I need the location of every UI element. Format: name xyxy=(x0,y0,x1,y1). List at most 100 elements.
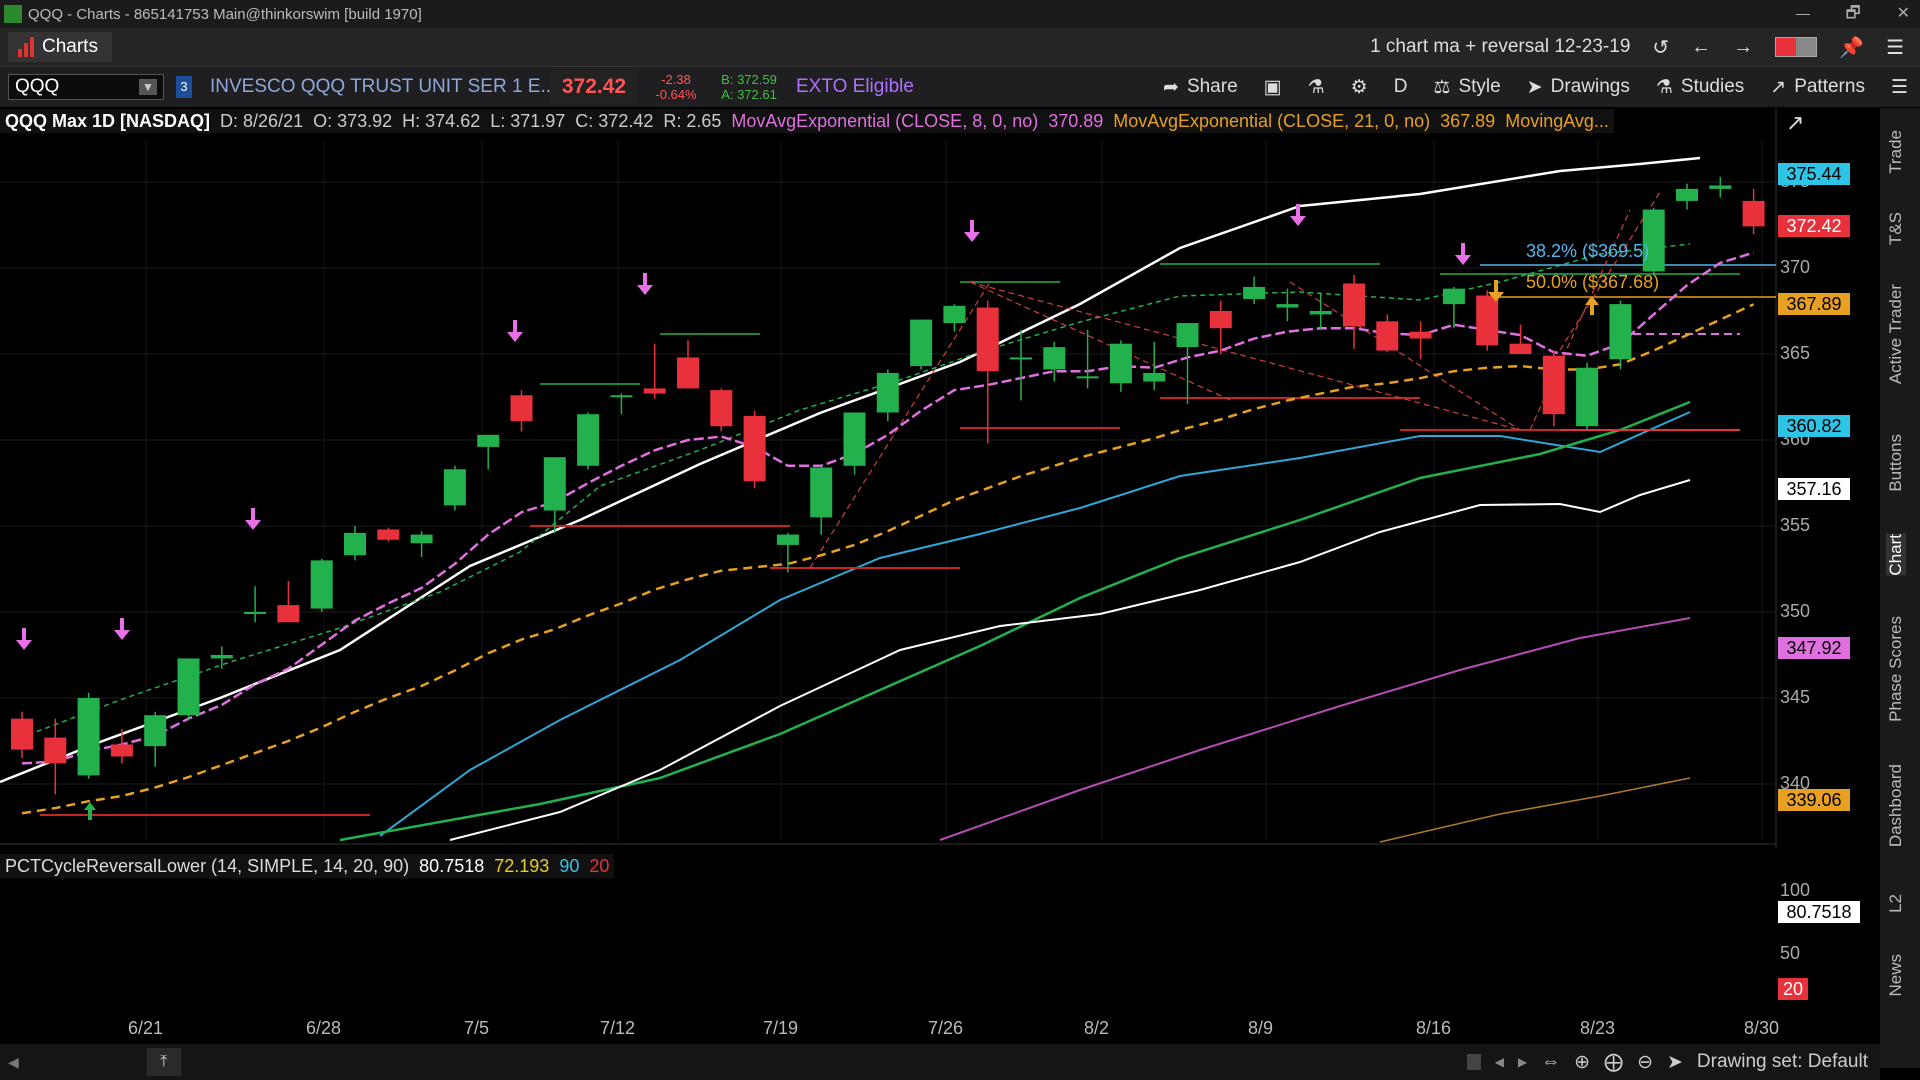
price-box: 347.92 xyxy=(1778,636,1850,659)
bar-high: H: 374.62 xyxy=(397,109,486,133)
lower-20-box: 20 xyxy=(1778,978,1808,1000)
trend-line xyxy=(969,281,1521,431)
price-tick: 370 xyxy=(1780,257,1811,277)
crosshair-icon[interactable]: ⊕ xyxy=(1574,1051,1591,1073)
candle xyxy=(976,300,999,444)
undo-icon[interactable]: ↺ xyxy=(1652,36,1670,59)
candle-body xyxy=(77,698,100,776)
candle xyxy=(1509,324,1532,354)
candle xyxy=(1143,341,1166,391)
sell-signal-arrow xyxy=(1290,204,1306,226)
fast-ma-line xyxy=(19,243,1691,739)
color-swatch-button[interactable] xyxy=(1775,37,1818,57)
pan-icon[interactable]: ⇔ xyxy=(1541,1051,1561,1072)
layout-name[interactable]: 1 chart ma + reversal 12-23-19 xyxy=(1370,36,1631,57)
fib-38-label[interactable]: 38.2% ($369.5) xyxy=(1526,241,1650,261)
scroll-left-small-icon[interactable]: ◀ xyxy=(1494,1055,1504,1069)
forward-arrow-icon[interactable]: → xyxy=(1733,35,1754,58)
candle-body xyxy=(1709,185,1732,189)
symbol-input[interactable]: QQQ ▼ xyxy=(8,74,164,100)
window-close-button[interactable]: ✕ xyxy=(1896,5,1910,22)
orange-buy-arrow xyxy=(1585,296,1599,315)
ema8-label[interactable]: MovAvgExponential (CLOSE, 8, 0, no) xyxy=(726,109,1044,133)
date-tick: 7/19 xyxy=(763,1018,799,1038)
chart-menu-icon[interactable]: ☰ xyxy=(1890,76,1908,98)
lower-last-box: 80.7518 xyxy=(1778,901,1860,923)
green-ma-line xyxy=(339,400,1691,842)
buy-signal-arrow xyxy=(84,802,96,820)
price-box: 357.16 xyxy=(1778,477,1850,500)
ma-label[interactable]: MovingAvg... xyxy=(1500,109,1614,133)
sidebar-tab-phase-scores[interactable]: Phase Scores xyxy=(1886,616,1905,722)
sidebar-tab-active-trader[interactable]: Active Trader xyxy=(1886,284,1905,385)
scroll-left-icon[interactable]: ◀ xyxy=(8,1053,19,1070)
candle-body xyxy=(1209,311,1232,329)
scrollbar-thumb[interactable] xyxy=(1466,1054,1481,1070)
candle xyxy=(1076,329,1099,389)
aggregation-button[interactable]: D xyxy=(1393,76,1408,97)
back-arrow-icon[interactable]: ← xyxy=(1691,35,1712,58)
window-restore-button[interactable]: 🗗 xyxy=(1845,5,1861,22)
quote-panel-icon[interactable]: ▣ xyxy=(1263,76,1282,98)
price-chart[interactable] xyxy=(0,108,1880,848)
candle xyxy=(344,526,366,561)
sidebar-tab-chart[interactable]: Chart xyxy=(1886,534,1906,576)
chart-area[interactable] xyxy=(0,108,1880,848)
ema21-label[interactable]: MovAvgExponential (CLOSE, 21, 0, no) xyxy=(1108,109,1436,133)
zoom-in-icon[interactable]: ⨁ xyxy=(1604,1051,1624,1073)
candle-body xyxy=(1676,188,1698,201)
charts-tab-label: Charts xyxy=(42,36,98,57)
chart-style-icon[interactable]: ↗ xyxy=(1786,110,1805,135)
link-group-badge[interactable]: 3 xyxy=(176,76,192,98)
sidebar-tab-l2[interactable]: L2 xyxy=(1886,894,1905,913)
bottom-bar: ◀ ⤒ ◀ ▶ ⇔ ⊕ ⨁ ⊖ ➤ Drawing set: Default xyxy=(0,1044,1880,1080)
sidebar-tab-buttons[interactable]: Buttons xyxy=(1886,434,1905,492)
zoom-out-icon[interactable]: ⊖ xyxy=(1637,1051,1653,1073)
flask-icon[interactable]: ⚗ xyxy=(1307,76,1325,98)
brown-ma-line xyxy=(1379,777,1691,843)
studies-button[interactable]: ⚗ Studies xyxy=(1656,76,1744,99)
pin-icon[interactable]: 📌 xyxy=(1839,36,1865,59)
charts-tab[interactable]: Charts xyxy=(8,32,112,62)
drawing-set-label[interactable]: Drawing set: Default xyxy=(1696,1051,1868,1072)
drawings-label: Drawings xyxy=(1550,76,1630,97)
candle xyxy=(1343,274,1365,349)
sidebar-tab-dashboard[interactable]: Dashboard xyxy=(1886,764,1905,848)
fib-50-label[interactable]: 50.0% ($367.68) xyxy=(1526,272,1660,292)
sell-signal-arrow xyxy=(16,628,32,650)
sidebar-tab-trade[interactable]: Trade xyxy=(1886,130,1905,174)
top-toolbar: Charts 1 chart ma + reversal 12-23-19 ↺ … xyxy=(0,28,1920,67)
bar-range: R: 2.65 xyxy=(658,109,727,133)
date-tick: 8/16 xyxy=(1416,1018,1452,1038)
candle xyxy=(876,369,899,422)
drawings-button[interactable]: ➤ Drawings xyxy=(1527,76,1630,99)
sidebar-tab-news[interactable]: News xyxy=(1886,954,1905,997)
cursor-pointer-icon[interactable]: ➤ xyxy=(1667,1051,1683,1073)
sidebar-tab-ts[interactable]: T&S xyxy=(1886,212,1905,246)
date-tick: 7/26 xyxy=(928,1018,964,1038)
style-icon: ⚖ xyxy=(1433,76,1451,98)
share-button[interactable]: ➦ Share xyxy=(1163,76,1238,99)
patterns-button[interactable]: ↗ Patterns xyxy=(1770,76,1865,99)
candle-body xyxy=(976,307,999,372)
price-box: 367.89 xyxy=(1778,293,1850,316)
candle xyxy=(1742,188,1765,235)
lower-study-label[interactable]: PCTCycleReversalLower (14, SIMPLE, 14, 2… xyxy=(0,854,415,878)
collapse-panel-button[interactable]: ⤒ xyxy=(146,1048,181,1076)
menu-icon[interactable]: ☰ xyxy=(1886,36,1904,59)
cursor-icon: ➤ xyxy=(1526,76,1543,98)
window-minimize-button[interactable] xyxy=(1795,0,1810,15)
candle xyxy=(1309,293,1332,330)
cyan-ma-line xyxy=(379,411,1691,837)
scroll-right-small-icon[interactable]: ▶ xyxy=(1517,1055,1528,1069)
candle-body xyxy=(177,658,200,716)
candle-body xyxy=(1576,367,1599,427)
candle-body xyxy=(1276,304,1299,308)
chevron-down-icon[interactable]: ▼ xyxy=(139,79,157,95)
date-tick: 8/30 xyxy=(1744,1018,1780,1038)
net-change-value: -2.38 xyxy=(661,72,691,87)
gear-icon[interactable]: ⚙ xyxy=(1350,76,1368,98)
candle xyxy=(1442,286,1465,329)
style-button[interactable]: ⚖ Style xyxy=(1433,76,1500,99)
candle-body xyxy=(377,529,400,540)
